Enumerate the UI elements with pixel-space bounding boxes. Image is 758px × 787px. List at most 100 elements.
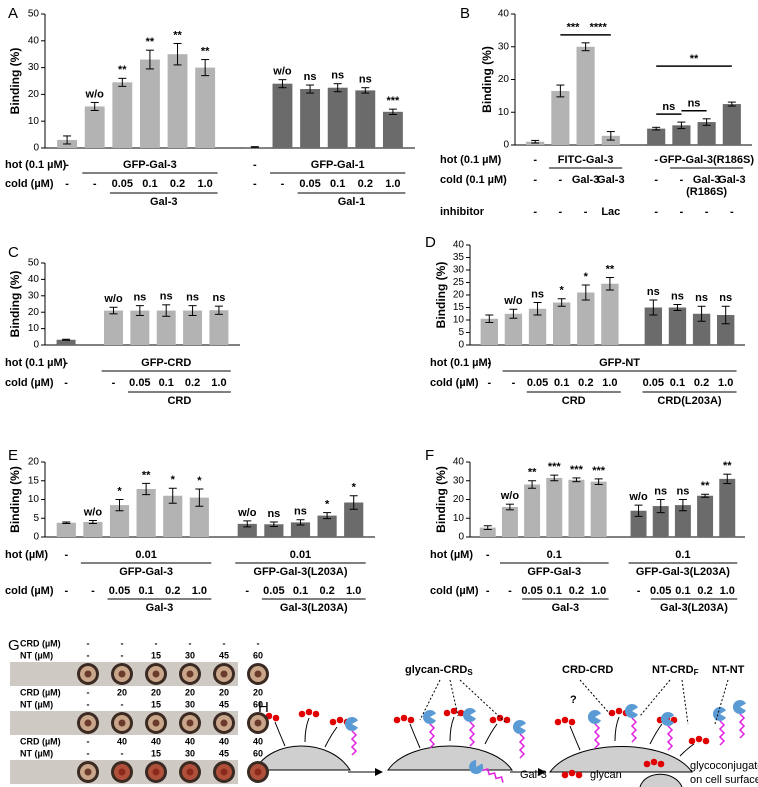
row-cell: -	[486, 585, 490, 597]
significance-label: ns	[676, 485, 689, 497]
significance-label: *	[197, 475, 202, 487]
bar	[130, 310, 150, 345]
significance-label: w/o	[103, 293, 123, 305]
row-span-label: CRD	[562, 395, 586, 407]
row-cell: 0.2	[358, 178, 373, 190]
diagram-tspan: S	[467, 668, 473, 677]
row-cell: 0.1	[159, 377, 174, 389]
bar	[697, 495, 714, 537]
row-label: CRD (µM)	[20, 736, 61, 746]
diagram-use	[443, 707, 465, 717]
row-cell: 1.0	[385, 178, 400, 190]
panel-letter: H	[258, 699, 269, 716]
significance-label: w/o	[503, 295, 523, 307]
row-cell: 15	[151, 650, 161, 660]
row-cell: Lac	[601, 206, 620, 218]
y-tick-label: 40	[28, 35, 40, 46]
row-cell: -	[533, 154, 537, 166]
y-tick-label: 15	[453, 302, 465, 313]
well	[84, 670, 92, 678]
row-cell: 0.2	[569, 585, 584, 597]
bar	[237, 523, 257, 537]
row-cell: -	[87, 748, 90, 758]
significance-label: ns	[688, 98, 701, 110]
y-tick-label: 0	[33, 340, 39, 351]
well	[84, 719, 92, 727]
significance-label: ns	[662, 101, 675, 113]
bar	[528, 308, 547, 345]
bar	[195, 67, 216, 148]
significance-label: ns	[695, 292, 708, 304]
row-cell: 0.1	[670, 377, 685, 389]
row-span-label: GFP-Gal-3	[527, 566, 581, 578]
diagram-tspan: F	[694, 668, 699, 677]
bar	[717, 315, 735, 345]
row-cell: 1.0	[198, 178, 213, 190]
y-axis-label: Binding (%)	[434, 262, 448, 329]
bar	[136, 489, 156, 537]
row-cell: Gal-3	[693, 174, 721, 186]
panel-letter: D	[425, 234, 436, 251]
bar	[524, 484, 541, 537]
row-span-label: GFP-Gal-3(R186S)	[659, 154, 754, 166]
bar	[601, 283, 619, 345]
row-cell: 0.05	[643, 377, 664, 389]
row-span-label: GFP-NT	[599, 357, 640, 369]
row-span-label: 0.01	[290, 549, 311, 561]
y-axis-label: Binding (%)	[480, 46, 494, 113]
significance-label: **	[606, 263, 615, 275]
y-tick-label: 5	[33, 513, 39, 524]
row-cell: 40	[219, 736, 229, 746]
row-label: hot (µM)	[5, 549, 48, 561]
y-tick-label: 0	[458, 340, 464, 351]
row-cell: 15	[151, 748, 161, 758]
row-cell: 1.0	[720, 585, 735, 597]
y-tick-label: 30	[28, 62, 40, 73]
y-tick-label: 5	[458, 327, 464, 338]
significance-label: **	[723, 460, 732, 472]
well	[118, 768, 126, 776]
well	[118, 719, 126, 727]
row-cell: -	[87, 687, 90, 697]
y-axis-label: Binding (%)	[8, 271, 22, 338]
row-cell: 45	[219, 748, 229, 758]
row-cell: Gal-3	[572, 174, 600, 186]
row-span-label: Gal-3	[146, 602, 174, 614]
well	[186, 670, 194, 678]
y-tick-label: 25	[453, 277, 465, 288]
row-cell: -	[87, 650, 90, 660]
row-label: hot (0.1 µM)	[5, 357, 67, 369]
row-cell: 0.1	[293, 585, 308, 597]
y-axis-label: Binding (%)	[434, 466, 448, 533]
significance-label: ns	[160, 291, 173, 303]
row-cell: 30	[185, 650, 195, 660]
row-cell: -	[680, 206, 684, 218]
diagram-tspan: NT-CRD	[652, 664, 694, 676]
row-label: cold (0.1 µM)	[440, 174, 507, 186]
y-tick-label: 50	[28, 258, 40, 269]
significance-label: w/o	[500, 490, 520, 502]
significance-label: **	[173, 29, 182, 41]
significance-label: *	[117, 485, 122, 497]
row-cell: 0.05	[299, 178, 320, 190]
diagram-use	[688, 735, 710, 745]
row-label: cold (µM)	[430, 377, 479, 389]
diagram-use	[712, 706, 727, 746]
row-cell: -	[487, 357, 491, 369]
significance-label: *	[171, 474, 176, 486]
bar	[590, 481, 607, 537]
row-label: CRD (µM)	[20, 638, 61, 648]
row-cell: 0.2	[165, 585, 180, 597]
row-cell: -	[253, 178, 257, 190]
row-cell: 1.0	[718, 377, 733, 389]
row-cell: 0.2	[170, 178, 185, 190]
row-cell: -	[705, 206, 709, 218]
row-cell: -	[584, 206, 588, 218]
y-tick-label: 30	[453, 475, 465, 486]
row-cell: -	[91, 585, 95, 597]
bar	[84, 106, 105, 148]
significance-label: **	[118, 64, 127, 76]
diagram-use	[298, 708, 320, 718]
row-cell: -	[121, 699, 124, 709]
